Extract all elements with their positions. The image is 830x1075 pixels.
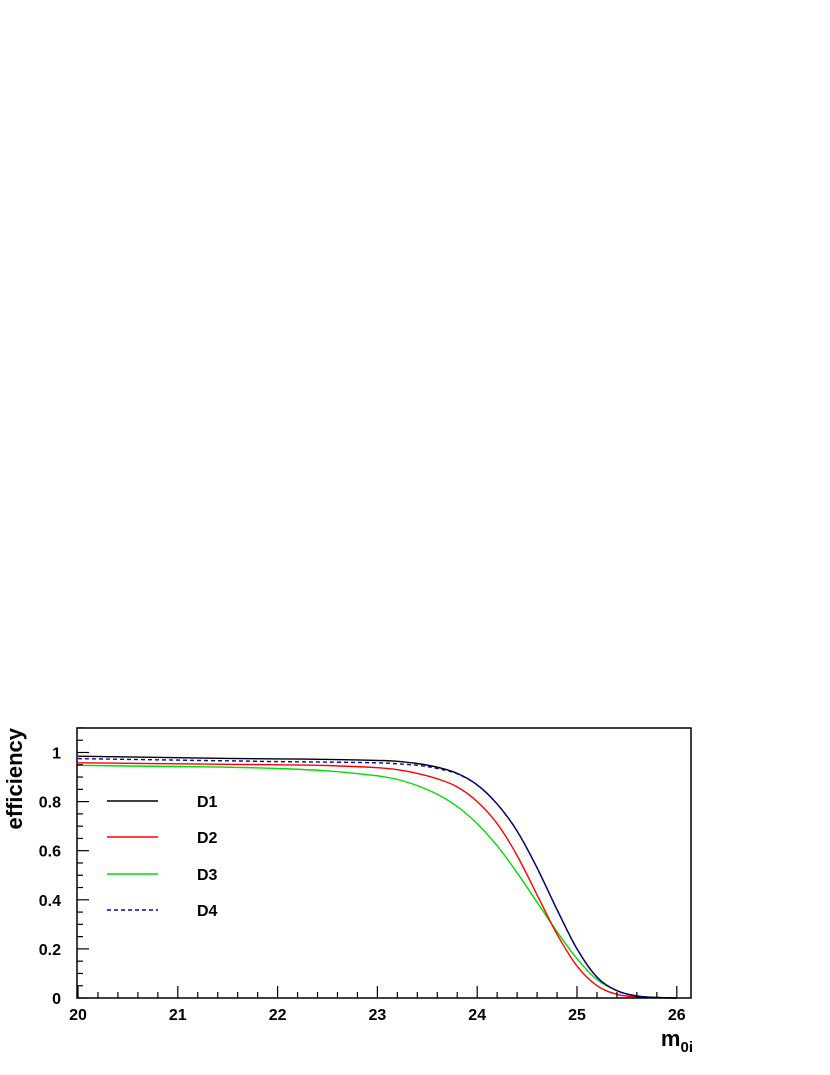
series-line-d2	[77, 762, 677, 999]
series-line-d3	[77, 764, 677, 999]
y-axis-title: efficiency	[2, 727, 27, 829]
legend-label-d2: D2	[197, 830, 218, 847]
series-layer	[77, 755, 677, 999]
x-tick-label: 21	[169, 1007, 187, 1024]
x-tick-label: 25	[568, 1007, 586, 1024]
legend-label-d1: D1	[197, 794, 218, 811]
x-tick-label: 26	[668, 1007, 686, 1024]
series-line-d1	[77, 755, 677, 999]
legend: D1 D2 D3 D4	[107, 794, 218, 920]
y-tick-label: 1	[52, 746, 61, 763]
y-tick-label: 0.6	[39, 844, 61, 861]
y-tick-label: 0	[52, 991, 61, 1008]
x-tick-label: 24	[468, 1007, 486, 1024]
legend-label-d4: D4	[197, 903, 218, 920]
x-axis-title-main: m	[661, 1026, 681, 1051]
x-axis-title: m0i	[661, 1026, 693, 1056]
x-tick-label: 23	[369, 1007, 387, 1024]
y-tick-label: 0.4	[39, 893, 61, 910]
x-tick-label: 20	[69, 1007, 87, 1024]
y-tick-label: 0.2	[39, 942, 61, 959]
x-axis-title-subscript: 0i	[680, 1039, 693, 1056]
legend-label-d3: D3	[197, 867, 218, 884]
x-tick-label: 22	[269, 1007, 287, 1024]
series-line-d4	[77, 757, 677, 999]
x-axis: 20 21 22 23 24 25 26	[69, 986, 686, 1024]
y-tick-label: 0.8	[39, 795, 61, 812]
y-axis: 0 0.2 0.4 0.6 0.8 1	[39, 727, 89, 1008]
